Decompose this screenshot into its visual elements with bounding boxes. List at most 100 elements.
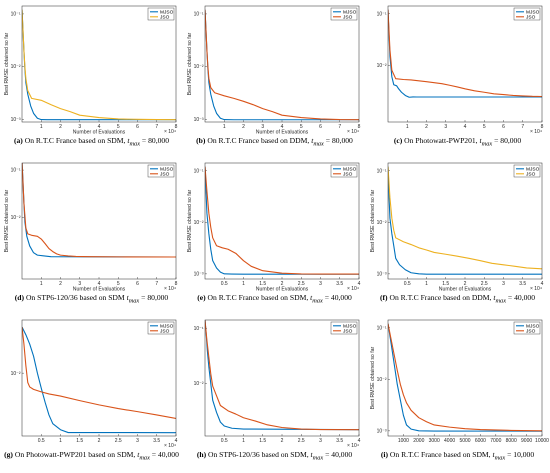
xtick-label-d-7: 8 [175, 281, 178, 287]
caption-e: (e) On R.T.C France based on SDM, tmax =… [197, 293, 352, 305]
ytick-label-h-1: 10⁻² [194, 381, 204, 387]
caption-f-tmax: 40,000 [514, 293, 535, 302]
caption-f-text: On R.T.C France based on DDM, [389, 293, 492, 302]
x-exponent-d: × 10⁴ [164, 286, 176, 292]
xtick-label-i-2: 3000 [429, 438, 440, 444]
xtick-label-b-2: 3 [261, 124, 264, 130]
caption-h-text: On STP6-120/36 based on SDM, [208, 450, 309, 459]
xtick-label-h-0: 0.5 [221, 438, 228, 444]
axes-box-c [387, 5, 543, 123]
ytick-label-d-1: 10⁻² [11, 215, 21, 221]
xtick-label-h-2: 1.5 [259, 438, 266, 444]
xtick-label-a-4: 5 [117, 124, 120, 130]
xtick-label-d-3: 4 [98, 281, 101, 287]
caption-d-tmax: 80,000 [147, 293, 169, 302]
series-line-i-jso [388, 323, 542, 432]
series-group-c [388, 9, 542, 98]
xtick-label-c-4: 5 [483, 124, 486, 130]
x-exponent-e: × 10⁴ [347, 286, 359, 292]
series-group-e [205, 166, 359, 275]
xlabel-a: Number of Evaluations [73, 130, 126, 136]
ytick-label-b-2: 10⁻³ [194, 117, 204, 123]
ytick-label-i-0: 10⁻¹ [377, 325, 387, 331]
caption-d: (d) On STP6-120/36 based on SDM tmax = 8… [14, 293, 169, 305]
series-line-b-jso [205, 9, 359, 121]
xtick-label-d-5: 6 [136, 281, 139, 287]
plot-area-h [205, 320, 359, 436]
legend-label-c-0: MJSO [526, 10, 540, 16]
series-group-a [22, 9, 176, 121]
xtick-label-f-6: 3.5 [519, 281, 526, 287]
xtick-label-i-4: 5000 [459, 438, 470, 444]
xtick-label-h-4: 2.5 [298, 438, 305, 444]
xtick-label-e-1: 1 [242, 281, 245, 287]
xtick-label-a-3: 4 [98, 124, 101, 130]
caption-h-tmax: 40,000 [331, 450, 353, 459]
caption-b-tmax: 80,000 [331, 136, 353, 145]
ylabel-e: Best RMSE obtained so far [187, 189, 193, 252]
xtick-label-c-6: 7 [521, 124, 524, 130]
axes-box-g [21, 319, 177, 437]
axes-box-a [21, 5, 177, 123]
xtick-label-a-5: 6 [136, 124, 139, 130]
xtick-label-d-6: 7 [155, 281, 158, 287]
xtick-label-a-2: 3 [78, 124, 81, 130]
caption-a: (a) On R.T.C France based on SDM, tmax =… [13, 136, 169, 148]
legend-label-b-1: JSO [343, 15, 353, 21]
ytick-label-d-0: 10⁻¹ [11, 168, 21, 174]
series-line-g-mjso [22, 326, 176, 434]
caption-e-tmax: 40,000 [330, 293, 352, 302]
xtick-label-b-5: 6 [319, 124, 322, 130]
xtick-label-e-0: 0.5 [221, 281, 228, 287]
legend-label-e-1: JSO [343, 172, 353, 178]
legend-label-f-1: JSO [526, 172, 536, 178]
xtick-label-h-6: 3.5 [336, 438, 343, 444]
xtick-label-e-7: 4 [358, 281, 361, 287]
xtick-label-f-2: 1.5 [442, 281, 449, 287]
series-line-c-jso [388, 9, 542, 98]
panel-e: 10⁻¹ 10⁻² 10⁻³ 0.5 1 1.5 2 2.5 3 3.5 4 × 10⁴ Number … [183, 157, 366, 314]
legend-label-i-1: JSO [526, 329, 536, 335]
caption-i-text: On R.T.C France based on SDM, [389, 450, 491, 459]
ylabel-f: Best RMSE obtained so far [370, 189, 376, 252]
ytick-label-i-2: 10⁻³ [377, 428, 387, 434]
xtick-label-c-1: 2 [425, 124, 428, 130]
xtick-label-e-3: 2 [281, 281, 284, 287]
caption-d-text: On STP6-120/36 based on SDM [25, 293, 125, 302]
xlabel-e: Number of Evaluations [256, 287, 309, 293]
caption-h: (h) On STP6-120/36 based on SDM, tmax = … [196, 450, 353, 462]
ylabel-b: Best RMSE obtained so far [187, 32, 193, 95]
plot-area-c [388, 6, 542, 122]
ytick-label-e-2: 10⁻³ [194, 271, 204, 277]
xtick-label-f-0: 0.5 [404, 281, 411, 287]
series-line-h-mjso [205, 320, 359, 431]
xtick-label-d-1: 2 [59, 281, 62, 287]
panel-g: 10⁻² 0.5 1 1.5 2 2.5 3 3.5 4 × 10⁴ MJSO JSO (g) On … [0, 314, 183, 471]
xtick-label-i-3: 4000 [444, 438, 455, 444]
caption-f: (f) On R.T.C France based on DDM, tmax =… [380, 293, 535, 305]
legend-label-a-0: MJSO [160, 10, 174, 16]
legend-label-b-0: MJSO [343, 10, 357, 16]
caption-c-label: (c) [393, 136, 403, 145]
ytick-label-a-1: 10⁻² [11, 64, 21, 70]
plot-area-d [22, 163, 176, 279]
caption-a-label: (a) [13, 136, 23, 145]
caption-a-tmax: 80,000 [148, 136, 169, 145]
plot-area-b [205, 6, 359, 122]
xtick-label-c-7: 8 [541, 124, 544, 130]
legend-label-g-0: MJSO [160, 324, 174, 330]
series-group-f [388, 166, 542, 275]
caption-g-tmax: 40,000 [158, 450, 179, 459]
series-line-h-jso [205, 320, 359, 431]
xtick-label-e-5: 3 [319, 281, 322, 287]
caption-i-label: (i) [380, 450, 388, 459]
ylabel-a: Best RMSE obtained so far [4, 32, 10, 95]
caption-e-label: (e) [197, 293, 206, 302]
xtick-label-i-8: 9000 [521, 438, 532, 444]
ytick-label-i-1: 10⁻² [377, 377, 387, 383]
